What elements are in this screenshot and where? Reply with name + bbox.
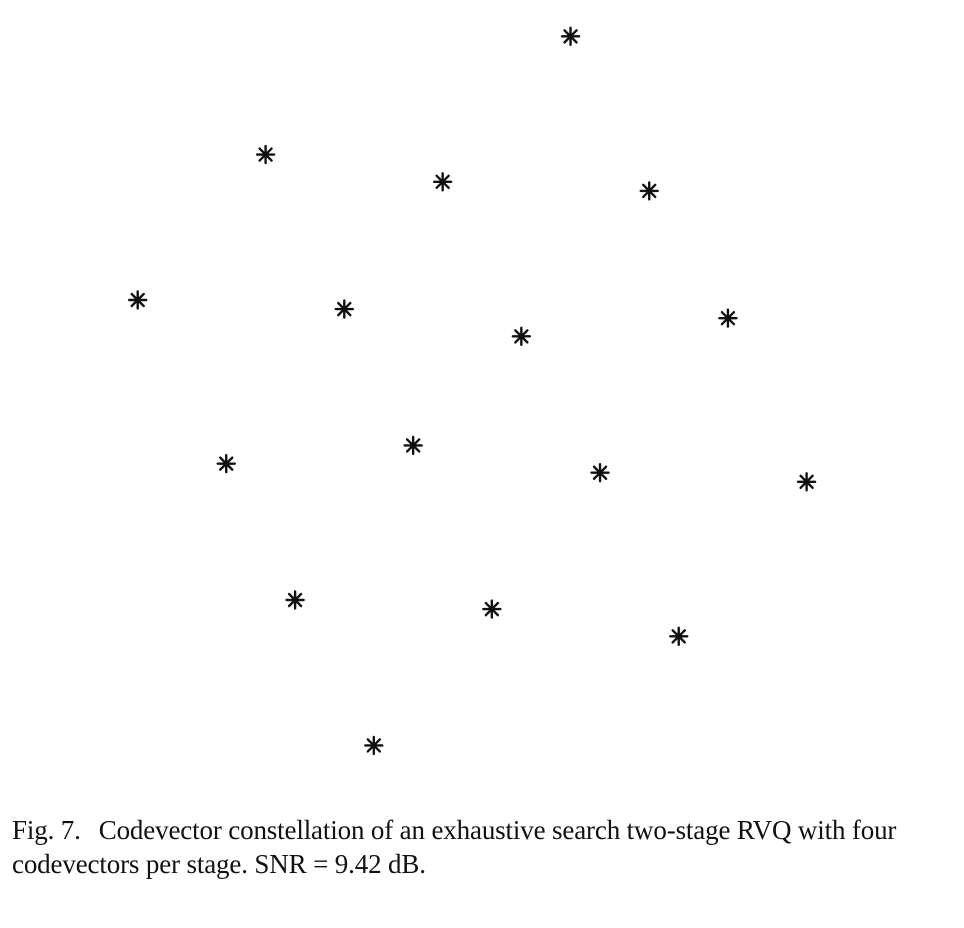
- codevector-point: [255, 144, 276, 165]
- codevector-markers: [128, 26, 817, 756]
- codevector-point: [669, 626, 689, 647]
- codevector-point: [403, 435, 423, 456]
- codevector-point: [590, 463, 610, 483]
- codevector-point: [128, 290, 148, 310]
- codevector-point: [216, 453, 236, 474]
- codevector-point: [511, 326, 532, 347]
- codevector-point: [482, 599, 502, 619]
- codevector-point: [718, 308, 738, 328]
- scatter-plot: [128, 26, 817, 756]
- codevector-point: [560, 26, 581, 47]
- codevector-point: [639, 181, 659, 201]
- caption-text: Codevector constellation of an exhaustiv…: [12, 815, 897, 879]
- figure-label: Fig. 7.: [12, 815, 81, 845]
- codevector-point: [432, 172, 453, 192]
- figure-caption: Fig. 7. Codevector constellation of an ex…: [12, 813, 957, 881]
- codevector-point: [796, 472, 817, 492]
- codevector-point: [364, 735, 384, 756]
- codevector-point: [285, 590, 305, 610]
- codevector-point: [334, 299, 354, 319]
